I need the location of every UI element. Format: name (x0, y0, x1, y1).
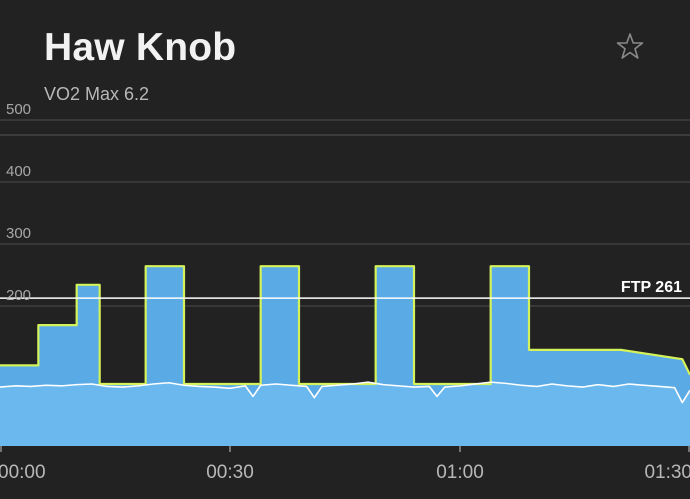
y-tick-label: 200 (6, 287, 31, 304)
grid-lines (0, 119, 690, 307)
actual-power-line (0, 381, 690, 404)
axis-labels: 200 300 400 500 00:00 00:30 01:00 01:30 (0, 101, 690, 483)
ftp-label: FTP 261 (621, 279, 682, 296)
y-tick-label: 500 (6, 101, 31, 118)
page-title: Haw Knob (44, 26, 237, 69)
x-tick-label: 00:00 (0, 462, 46, 483)
workout-subtitle: VO2 Max 6.2 (44, 84, 150, 104)
actual-power-area (0, 382, 690, 446)
y-tick-label: 400 (6, 163, 31, 180)
y-tick-label: 300 (6, 225, 31, 242)
x-tick-label: 01:00 (436, 462, 484, 483)
power-area: FTP 261 (0, 265, 690, 446)
star-icon[interactable] (612, 29, 648, 65)
x-tick-label: 01:30 (644, 462, 690, 483)
target-power-line (0, 265, 690, 386)
x-tick-label: 00:30 (206, 462, 254, 483)
